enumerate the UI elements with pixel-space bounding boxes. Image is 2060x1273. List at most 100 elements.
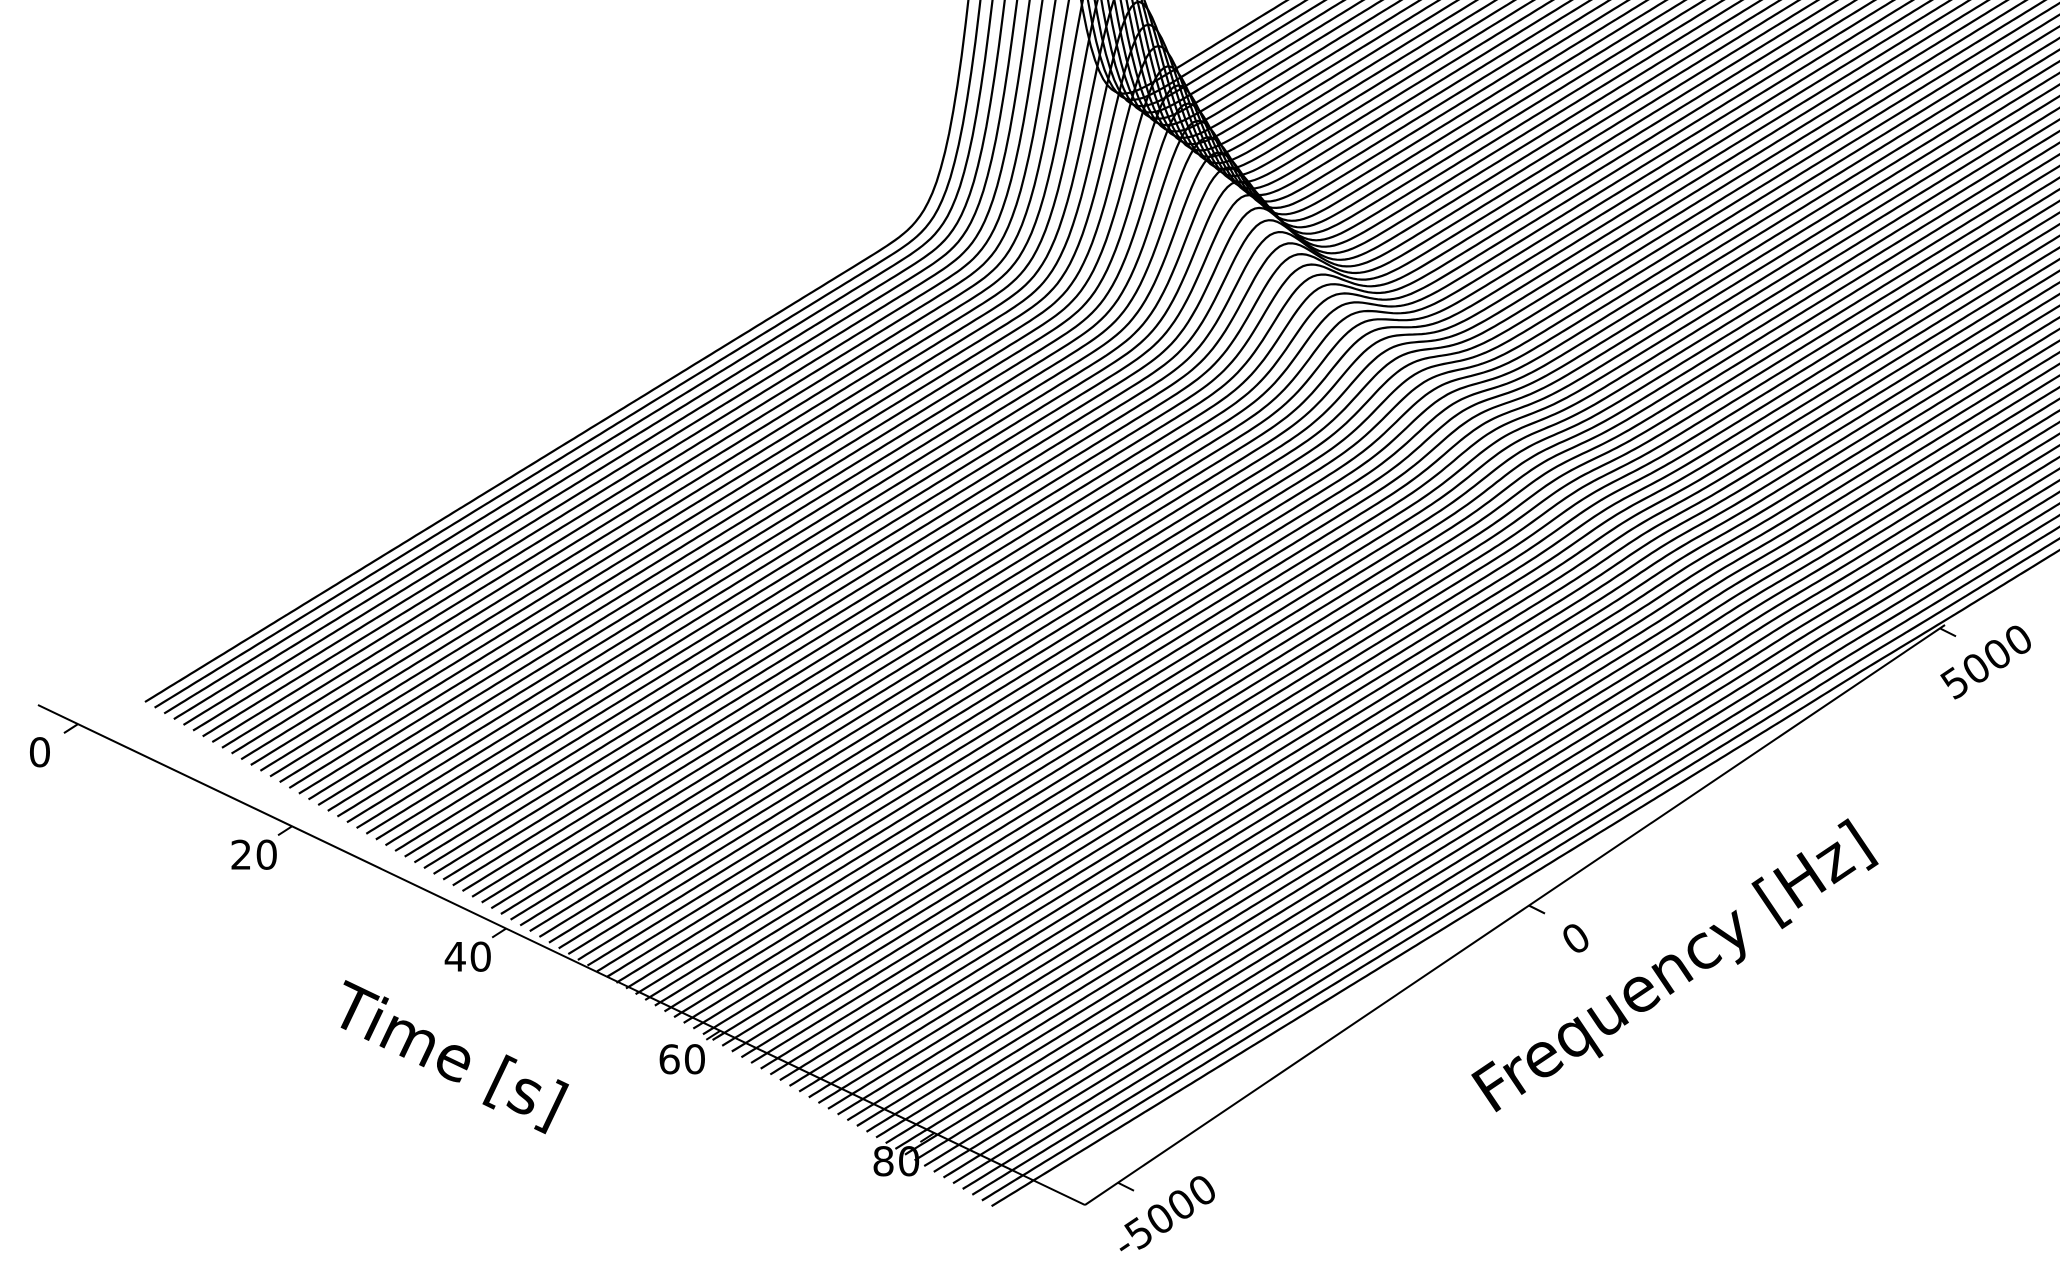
spectrum-trace [288,0,1575,789]
spectrum-trace [394,0,1783,852]
frequency-axis-label: Frequency [Hz] [1459,806,1887,1128]
frequency-tick-label: 5000 [1933,615,2043,710]
spectrum-trace [182,0,1366,726]
spectrum-trace [798,315,2060,1093]
frequency-tick-mark [1939,627,1957,638]
spectrum-trace [923,467,2060,1168]
spectrum-trace [384,0,1764,847]
spectrum-trace [510,0,2010,921]
spectrum-trace [577,48,2060,961]
spectrum-trace [914,455,2060,1162]
spectrum-trace [769,280,2060,1076]
spectrum-trace [692,187,2060,1030]
spectrum-trace [356,0,1707,830]
time-axis-line [37,704,1086,1206]
spectrum-trace [298,0,1594,795]
spectrum-trace [192,0,1385,732]
spectrum-trace [625,106,2060,990]
spectrum-trace [615,94,2060,984]
spectrum-trace [971,525,2060,1196]
spectrum-trace [317,0,1632,807]
frequency-axis-line [1084,624,1946,1206]
spectrum-trace [904,443,2060,1156]
spectrum-trace [250,0,1499,766]
spectrum-trace [673,164,2060,1019]
chart-axes [37,624,1946,1206]
spectrum-trace [981,536,2060,1202]
spectrum-trace [413,0,1821,864]
spectrum-trace [635,117,2060,996]
time-tick-mark [705,1029,721,1041]
spectrum-trace [404,0,1802,858]
spectrum-trace [538,1,2060,938]
spectrum-trace [490,0,1972,910]
spectrum-trace [259,0,1518,772]
spectrum-trace [654,141,2060,1007]
spectrum-trace [952,502,2060,1185]
spectrum-trace [885,420,2060,1145]
spectrum-trace [365,0,1726,835]
time-tick-label: 20 [229,833,280,879]
spectrum-trace [702,199,2060,1036]
spectrum-trace [279,0,1556,784]
spectrum-trace [202,0,1404,738]
frequency-tick-mark [1528,904,1546,915]
spectrum-trace [712,211,2060,1042]
spectrum-trace [336,0,1669,818]
spectrum-trace [760,269,2060,1070]
spectrum-trace [211,0,1423,744]
spectrum-trace [154,0,1309,709]
spectrum-trace [433,0,1859,875]
spectrum-trace [837,362,2060,1116]
time-tick-mark [63,723,79,734]
spectrum-trace [442,0,1878,881]
spectrum-trace [481,0,1953,904]
frequency-tick-mark [1117,1181,1135,1192]
spectrum-trace [644,129,2060,1001]
spectrum-trace [856,385,2060,1127]
spectrum-trace [144,0,1290,703]
spectrum-trace [423,0,1840,870]
spectrum-trace [846,374,2060,1122]
time-tick-mark [919,1132,935,1143]
spectrum-trace [721,222,2060,1047]
spectrum-trace [240,0,1480,761]
spectrum-trace [231,0,1461,755]
spectrum-trace [779,292,2060,1082]
spectrum-trace [750,257,2060,1064]
spectrum-trace [683,176,2060,1024]
spectrum-trace [173,0,1347,721]
time-tick-label: 0 [27,731,52,777]
spectrum-trace [346,0,1688,824]
spectrum-trace [663,152,2060,1013]
spectrum-trace [307,0,1612,801]
spectrum-traces [144,0,2060,1208]
spectrum-trace [808,327,2060,1099]
spectrum-trace [558,24,2060,950]
time-tick-mark [491,927,507,939]
spectrum-trace [269,0,1537,778]
spectrum-trace [865,397,2060,1133]
time-tick-mark [277,825,293,837]
spectrum-trace [452,0,1897,887]
time-tick-label: 40 [443,936,494,982]
spectrum-trace [327,0,1650,812]
spectrum-trace [500,0,1991,915]
time-axis-label: Time [s] [319,968,579,1143]
spectrum-trace [163,0,1328,715]
spectrum-trace [596,71,2060,973]
spectrum-trace [548,13,2060,944]
spectrum-trace [933,478,2060,1173]
spectrum-trace [894,432,2060,1150]
time-tick-label: 80 [871,1140,922,1186]
spectrum-trace [991,548,2060,1208]
spectrum-trace [471,0,1935,898]
spectrum-trace [817,339,2060,1105]
spectrum-trace [375,0,1745,841]
frequency-tick-label: 0 [1553,914,1600,966]
spectrum-trace [942,490,2060,1179]
spectrum-trace [827,350,2060,1110]
frequency-tick-label: -5000 [1105,1165,1227,1268]
spectrum-trace [731,234,2060,1053]
